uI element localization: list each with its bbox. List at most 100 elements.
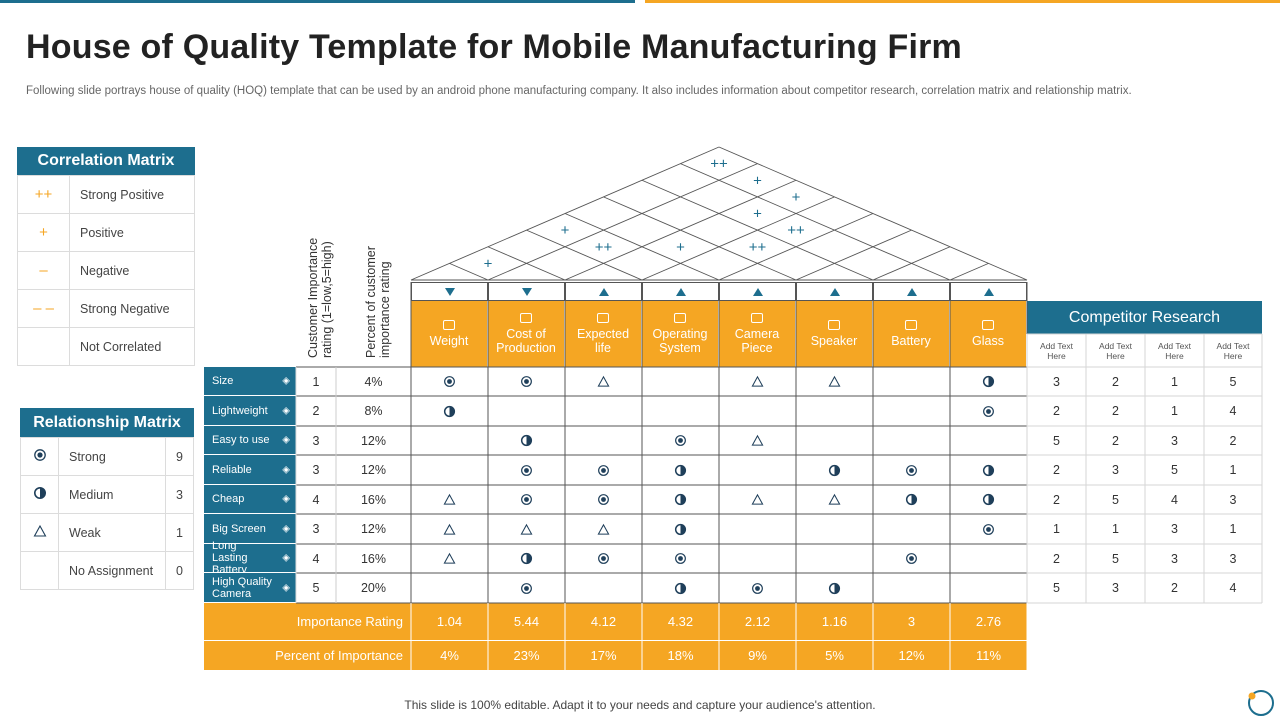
relationship-cell — [796, 514, 873, 544]
logo-circle-icon — [1248, 690, 1274, 716]
relationship-cell — [873, 396, 950, 426]
relationship-cell — [411, 396, 488, 426]
relationship-cell — [642, 544, 719, 573]
relationship-cell — [719, 485, 796, 514]
relationship-cell — [565, 426, 642, 455]
relationship-cell — [950, 455, 1027, 485]
relationship-cell — [873, 514, 950, 544]
relationship-cell — [719, 426, 796, 455]
importance-value: 4 — [312, 492, 320, 507]
roof-correlation-symbol: ++ — [710, 156, 728, 173]
arrow-up-icon — [829, 287, 840, 296]
competitor-column-header: Add Text Here — [1204, 334, 1262, 367]
technical-header-label: Operating System — [652, 327, 708, 355]
weak-relationship-icon — [520, 523, 533, 535]
percent-column-header: Percent of customer importance rating — [364, 246, 392, 358]
strong-relationship-icon — [521, 376, 532, 387]
percent-importance-row — [204, 640, 1027, 670]
relationship-legend-row: Strong 9 — [20, 437, 194, 476]
relationship-cell — [565, 455, 642, 485]
relationship-cell — [411, 514, 488, 544]
requirement-label: Reliable ◈ — [204, 455, 296, 485]
relationship-value: 1 — [165, 513, 194, 552]
competitor-research-title: Competitor Research — [1027, 301, 1262, 334]
technical-header: Camera Piece — [719, 301, 796, 367]
top-accent-bar-teal — [0, 0, 635, 3]
competitor-value: 2 — [1053, 551, 1060, 566]
percent-value: 16% — [360, 551, 387, 566]
strong-relationship-icon — [521, 494, 532, 505]
importance-rating-value: 4.32 — [667, 614, 694, 629]
requirement-label: Size ◈ — [204, 367, 296, 396]
competitor-column-label: Add Text Here — [1040, 340, 1073, 361]
medium-relationship-icon — [674, 582, 687, 594]
relationship-cell — [642, 367, 719, 396]
roof-correlation-symbol: ++ — [749, 239, 767, 256]
weak-relationship-icon — [751, 375, 764, 387]
technical-header: Battery — [873, 301, 950, 367]
arrow-down-icon — [521, 287, 532, 296]
percent-importance-value: 23% — [513, 647, 540, 663]
correlation-label: Strong Negative — [69, 289, 195, 328]
relationship-cell — [565, 396, 642, 426]
percent-importance-value: 9% — [748, 647, 767, 663]
relationship-cell — [642, 485, 719, 514]
requirement-label: Cheap ◈ — [204, 485, 296, 514]
relationship-cell — [719, 455, 796, 485]
importance-rating-value: 2.76 — [975, 614, 1002, 629]
importance-value: 1 — [312, 374, 320, 389]
correlation-symbol: + — [39, 224, 48, 241]
relationship-cell — [488, 426, 565, 455]
percent-value: 16% — [360, 492, 387, 507]
competitor-value: 2 — [1053, 492, 1060, 507]
medium-relationship-icon — [520, 434, 533, 447]
weak-relationship-icon — [443, 493, 456, 505]
competitor-column-label: Add Text Here — [1158, 340, 1191, 361]
competitor-column-label: Add Text Here — [1099, 340, 1132, 361]
competitor-value: 3 — [1171, 433, 1178, 448]
relationship-cell — [642, 514, 719, 544]
weak-relationship-icon — [443, 552, 456, 564]
relationship-cell — [873, 426, 950, 455]
battery-icon: ◈ — [282, 552, 290, 564]
requirement-label: Lightweight ◈ — [204, 396, 296, 426]
relationship-title: Relationship Matrix — [20, 408, 194, 437]
competitor-column-header: Add Text Here — [1086, 334, 1145, 367]
roof-correlation-symbol: + — [676, 239, 685, 256]
technical-header: Expected life — [565, 301, 642, 367]
correlation-label: Not Correlated — [69, 327, 195, 366]
technical-header-label: Battery — [891, 334, 931, 348]
relationship-cell — [488, 544, 565, 573]
medium-relationship-icon — [674, 523, 687, 535]
medium-relationship-icon — [520, 552, 533, 565]
correlation-legend-row: ++ Strong Positive — [17, 175, 195, 214]
competitor-value: 4 — [1229, 404, 1237, 418]
percent-value: 12% — [360, 463, 387, 477]
correlation-legend-row: + Positive — [17, 213, 195, 252]
competitor-value: 3 — [1112, 463, 1119, 477]
technical-header-label: Expected life — [576, 327, 630, 355]
competitor-value: 1 — [1053, 522, 1060, 536]
relationship-cell — [565, 485, 642, 514]
shield-icon: ◈ — [282, 464, 290, 475]
technical-header: Weight — [411, 301, 488, 367]
importance-value: 5 — [312, 581, 320, 595]
relationship-cell — [796, 396, 873, 426]
relationship-cell — [565, 544, 642, 573]
requirement-label-text: Lightweight — [212, 404, 268, 417]
weak-relationship-icon — [751, 493, 764, 505]
relationship-cell — [719, 367, 796, 396]
relationship-cell — [411, 573, 488, 603]
strong-relationship-icon — [675, 553, 686, 564]
competitor-value: 3 — [1053, 374, 1060, 389]
feather-icon: ◈ — [282, 405, 290, 416]
page-subtitle: Following slide portrays house of qualit… — [26, 85, 1132, 97]
competitor-value: 3 — [1112, 581, 1119, 595]
relationship-cell — [488, 573, 565, 603]
relationship-cell — [719, 396, 796, 426]
technical-header: Cost of Production — [488, 301, 565, 367]
requirement-label: Easy to use ◈ — [204, 426, 296, 455]
weak-relationship-icon — [828, 375, 841, 387]
relationship-label: Medium — [58, 475, 166, 514]
weak-relationship-icon — [751, 434, 764, 446]
